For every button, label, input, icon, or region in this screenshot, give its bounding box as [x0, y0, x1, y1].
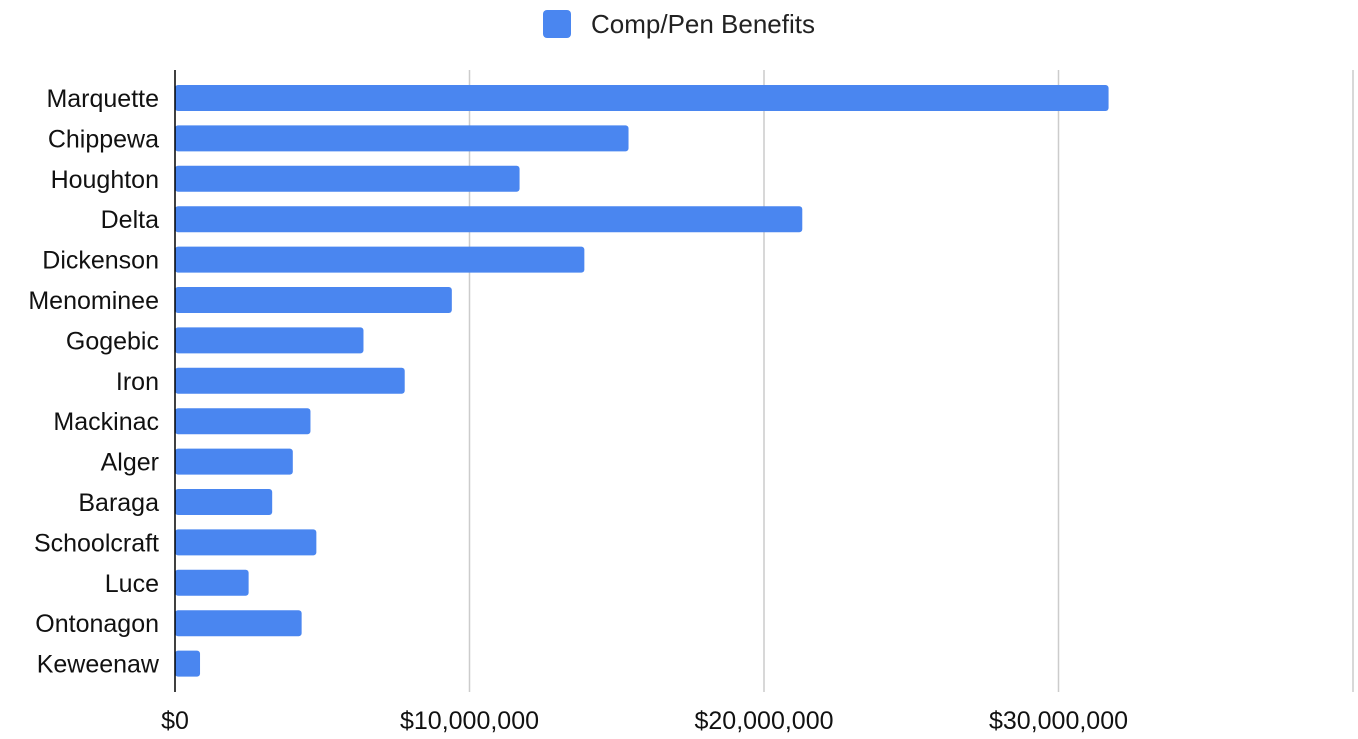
bar [175, 489, 273, 515]
category-label: Alger [101, 449, 159, 477]
category-label: Delta [101, 206, 159, 234]
bar [175, 165, 520, 192]
category-label: Marquette [46, 85, 159, 113]
bar [175, 206, 803, 233]
bar [175, 327, 364, 354]
category-label: Houghton [51, 166, 159, 194]
category-label: Ontonagon [35, 610, 159, 638]
legend-label: Comp/Pen Benefits [590, 8, 815, 39]
bar [175, 125, 629, 152]
category-label: Dickenson [42, 247, 159, 275]
category-label: Menominee [28, 287, 159, 315]
bar [175, 529, 317, 556]
bar [175, 408, 311, 435]
bar [175, 610, 302, 637]
x-tick-label: $10,000,000 [400, 707, 539, 734]
category-label: Gogebic [66, 327, 159, 355]
category-label: Schoolcraft [34, 529, 159, 557]
legend-swatch [542, 10, 571, 38]
category-label: Iron [116, 368, 159, 396]
category-label: Baraga [78, 489, 159, 517]
category-label: Chippewa [48, 125, 159, 153]
bar [175, 569, 249, 596]
legend: Comp/Pen Benefits [0, 8, 1358, 40]
x-tick-label: $30,000,000 [989, 707, 1128, 734]
category-label: Mackinac [53, 408, 159, 436]
bar [175, 246, 585, 273]
bar [175, 367, 405, 394]
x-tick-label: $0 [161, 707, 189, 734]
bar [175, 650, 201, 677]
category-label: Luce [105, 570, 159, 598]
bar [175, 85, 1109, 111]
x-tick-label: $20,000,000 [694, 707, 833, 734]
category-label: Keweenaw [37, 651, 160, 679]
bar [175, 287, 452, 313]
bar [175, 448, 293, 475]
